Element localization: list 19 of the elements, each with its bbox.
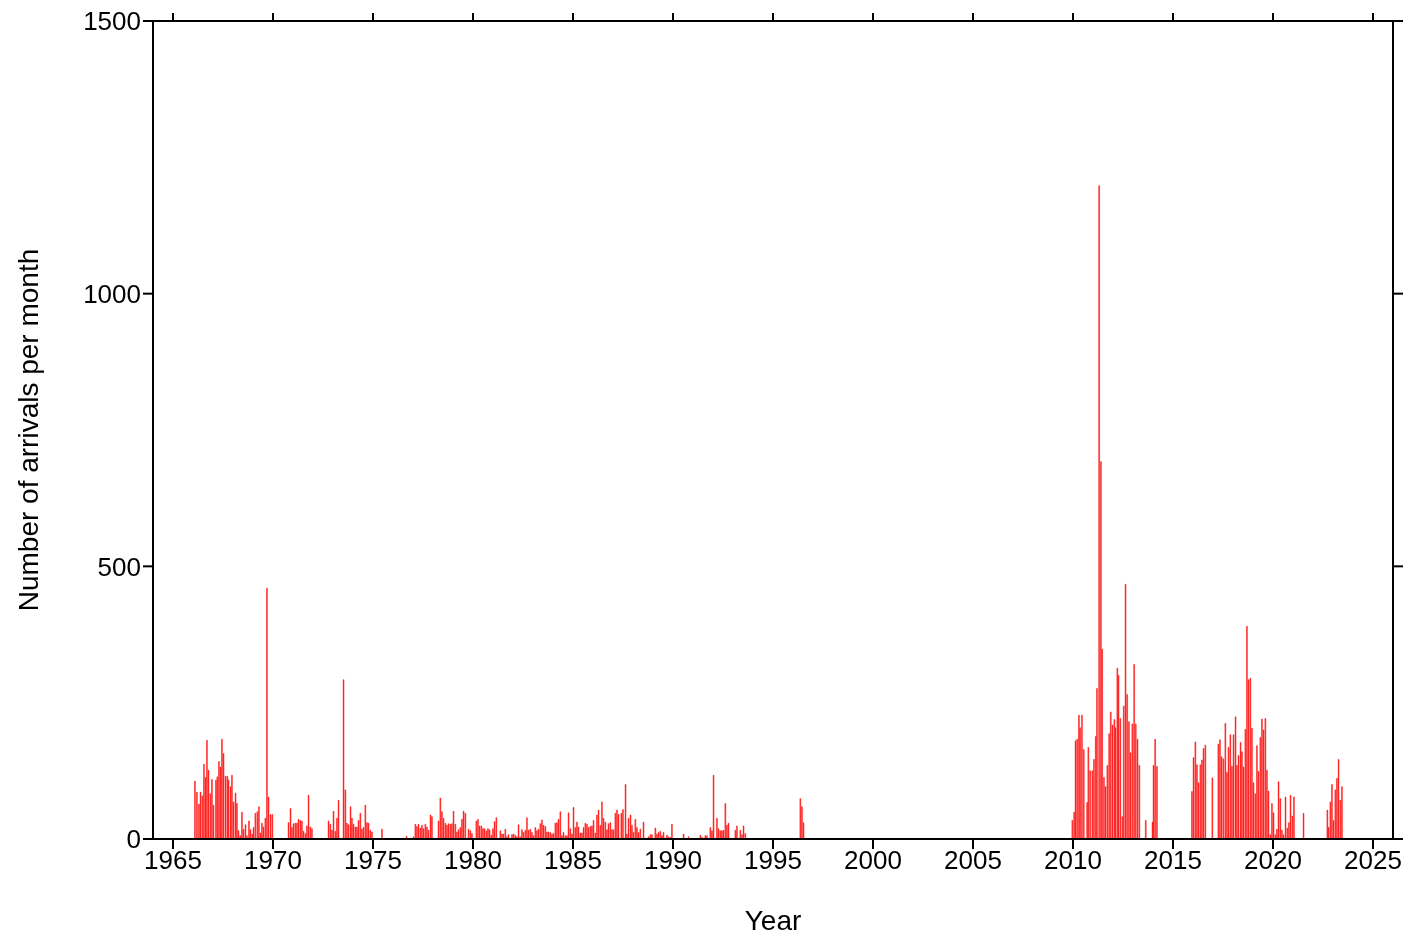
y-axis-title: Number of arrivals per month [12,248,44,612]
y-tick-label: 500 [97,551,141,582]
x-tick-label: 2000 [844,845,902,876]
x-tick-label: 2020 [1244,845,1302,876]
x-tick-label: 2005 [944,845,1002,876]
x-axis-title: Year [744,905,802,936]
x-tick-label: 1975 [344,845,402,876]
x-tick-label: 2010 [1044,845,1102,876]
x-tick-label: 1995 [744,845,802,876]
y-tick-label: 1500 [83,6,141,37]
x-tick-label: 1985 [544,845,602,876]
x-tick-label: 2015 [1144,845,1202,876]
y-tick-label: 1000 [83,278,141,309]
y-tick-label: 0 [126,824,141,855]
x-tick-label: 1990 [644,845,702,876]
x-tick-label: 1965 [144,845,202,876]
x-tick-label: 2025 [1344,845,1402,876]
x-tick-label: 1980 [444,845,502,876]
x-tick-label: 1970 [244,845,302,876]
